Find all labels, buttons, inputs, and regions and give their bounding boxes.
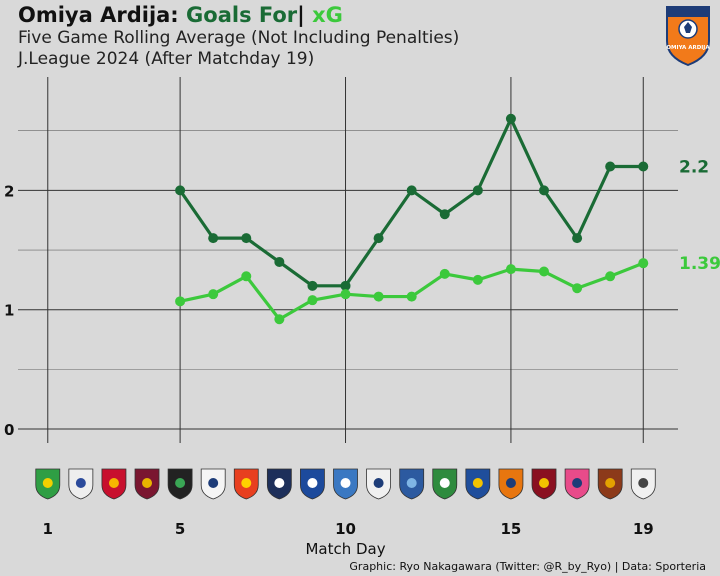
badge-emblem (175, 478, 186, 488)
omiya-ardija-crest-icon: OMIYA ARDIJA (666, 6, 710, 67)
title-team: Omiya Ardija: (18, 3, 179, 27)
data-point-goals-5 (175, 185, 186, 196)
badge-emblem (340, 478, 351, 488)
badge-emblem (406, 478, 417, 488)
opponent-crest-3-icon (101, 468, 127, 500)
y-tick-label-2: 2 (4, 182, 14, 200)
opponent-crest-2-icon (68, 468, 94, 500)
opponent-crest-7-icon (233, 468, 259, 500)
opponent-crest-6-icon (200, 468, 226, 500)
data-point-xg-14 (472, 274, 483, 285)
data-point-goals-9 (307, 280, 318, 291)
data-point-goals-12 (406, 185, 417, 196)
badge-emblem (42, 478, 53, 488)
opponent-crest-9-icon (300, 468, 325, 500)
data-point-goals-18 (605, 161, 616, 172)
data-point-goals-8 (274, 256, 285, 267)
series-line-goals (178, 117, 644, 288)
badge-emblem (142, 478, 153, 488)
opponent-crest-8-icon (266, 468, 292, 500)
opponent-crest-18-icon (597, 468, 623, 500)
badge-emblem (241, 478, 252, 488)
opponent-crest-16-icon (531, 468, 557, 500)
data-point-goals-16 (539, 185, 550, 196)
title-goals-for: Goals For (186, 3, 298, 27)
badge-emblem (307, 478, 318, 488)
opponent-crest-12-icon (399, 468, 425, 500)
opponent-crest-5-icon (167, 468, 193, 500)
badge-emblem (208, 478, 219, 488)
title-xg: xG (312, 3, 343, 27)
source-caption: Graphic: Ryo Nakagawara (Twitter: @R_by_… (349, 560, 706, 573)
badge-emblem (638, 478, 649, 488)
opponent-crest-19-icon (630, 468, 656, 500)
badge-emblem (505, 478, 516, 488)
data-point-xg-10 (340, 289, 351, 300)
x-tick-label-5: 5 (175, 520, 185, 538)
data-point-goals-11 (373, 233, 384, 244)
data-point-xg-5 (175, 296, 186, 307)
y-tick-label-1: 1 (4, 302, 14, 320)
data-point-goals-10 (340, 280, 351, 291)
data-point-xg-11 (373, 291, 384, 302)
badge-emblem (472, 478, 483, 488)
data-point-xg-17 (572, 283, 583, 294)
data-point-xg-15 (505, 264, 516, 275)
badge-emblem (75, 478, 86, 488)
data-point-goals-14 (472, 185, 483, 196)
badge-emblem (439, 478, 450, 488)
data-point-goals-13 (439, 209, 450, 220)
title-separator: | (297, 3, 305, 27)
data-point-xg-16 (539, 266, 550, 277)
title-block: Omiya Ardija: Goals For| xG Five Game Ro… (18, 2, 459, 70)
badge-emblem (572, 478, 583, 488)
x-tick-label-1: 1 (43, 520, 53, 538)
opponent-crest-11-icon (366, 468, 392, 500)
opponent-crest-10-icon (333, 468, 358, 500)
badge-emblem (274, 478, 285, 488)
data-point-xg-18 (605, 271, 616, 282)
data-point-xg-9 (307, 295, 318, 306)
x-axis-title: Match Day (305, 540, 385, 558)
data-point-xg-7 (241, 271, 252, 282)
data-point-goals-6 (208, 233, 219, 244)
end-value-label-goals: 2.2 (679, 158, 709, 178)
grid (18, 77, 678, 443)
data-point-xg-8 (274, 314, 285, 325)
opponent-badges (35, 468, 656, 500)
data-point-xg-6 (208, 289, 219, 300)
x-tick-label-15: 15 (500, 520, 521, 538)
data-point-goals-15 (505, 113, 516, 124)
data-point-goals-17 (572, 233, 583, 244)
chart-title: Omiya Ardija: Goals For| xG (18, 2, 459, 28)
chart-subtitle: Five Game Rolling Average (Not Including… (18, 28, 460, 48)
data-point-goals-7 (241, 233, 252, 244)
data-point-xg-12 (406, 291, 417, 302)
opponent-crest-13-icon (432, 468, 458, 500)
data-point-goals-19 (638, 161, 649, 172)
opponent-crest-4-icon (134, 468, 160, 500)
badge-emblem (373, 478, 384, 488)
opponent-crest-14-icon (465, 468, 491, 500)
series: 2.2 1.39 (175, 113, 720, 325)
opponent-crest-1-icon (35, 468, 61, 500)
badge-emblem (108, 478, 119, 488)
x-tick-label-19: 19 (633, 520, 654, 538)
badge-emblem (605, 478, 616, 488)
end-value-label-xg: 1.39 (679, 254, 720, 274)
opponent-crest-15-icon (498, 468, 524, 500)
data-point-xg-19 (638, 258, 649, 269)
badge-emblem (539, 478, 550, 488)
x-tick-label-10: 10 (335, 520, 356, 538)
opponent-crest-17-icon (564, 468, 590, 500)
data-point-xg-13 (439, 268, 450, 279)
y-tick-label-0: 0 (4, 421, 14, 439)
club-badge-text: OMIYA ARDIJA (666, 45, 710, 51)
chart-subtitle-season: J.League 2024 (After Matchday 19) (18, 49, 315, 69)
